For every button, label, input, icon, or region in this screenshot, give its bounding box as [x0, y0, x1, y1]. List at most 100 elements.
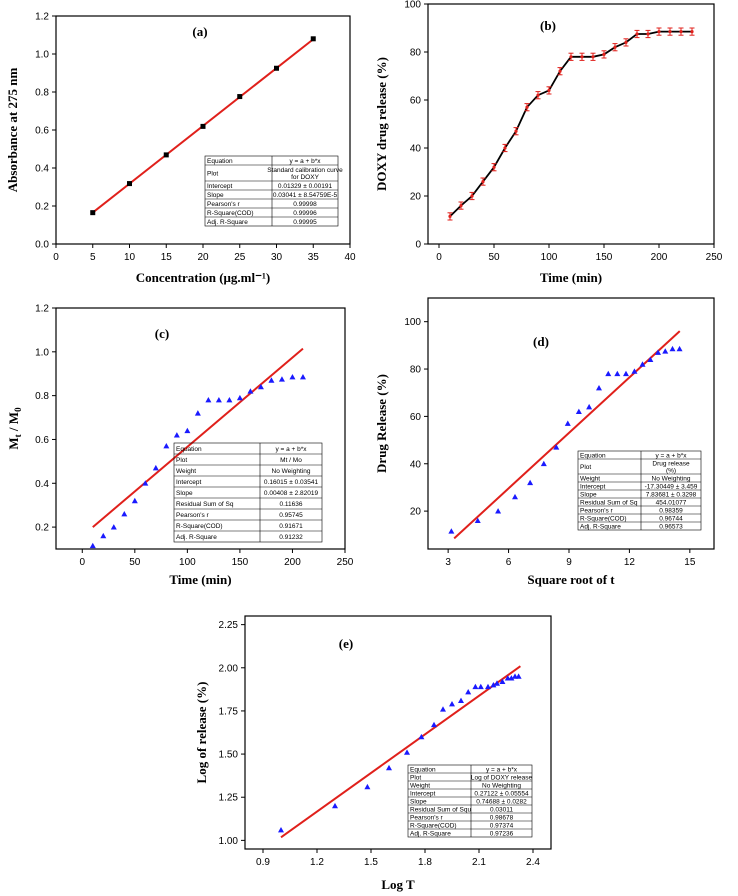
stats-value: 0.91232: [279, 534, 303, 541]
panel-label: (c): [155, 326, 169, 341]
y-axis-title: Mt / M0: [6, 407, 23, 450]
stats-value: Drug release (%): [652, 460, 690, 474]
stats-key: Slope: [176, 490, 193, 497]
x-tick-label: 0: [53, 252, 59, 263]
stats-value: y = a + b*x: [275, 446, 307, 453]
x-tick-label: 2.1: [472, 857, 486, 868]
fit-line: [453, 330, 681, 540]
chart-panel-b: 0 50 100 150 200 250 0 20 40 60 80 100 (b) Time (min)…: [374, 0, 723, 285]
data-point: [465, 688, 472, 695]
x-tick-label: 12: [624, 557, 636, 568]
plot-frame: [427, 3, 715, 245]
y-tick-label: 20: [410, 192, 422, 203]
stats-value: 0.96744: [659, 515, 683, 522]
data-point: [614, 370, 621, 377]
plot-frame: [244, 615, 552, 850]
data-point: [184, 427, 191, 434]
y-tick-label: 40: [410, 459, 422, 470]
data-point: [646, 32, 650, 36]
data-point: [669, 345, 676, 352]
data-point: [558, 69, 562, 73]
stats-key: Weight: [580, 475, 600, 482]
data-point: [247, 388, 254, 394]
data-point: [481, 180, 485, 184]
stats-value: Standard calibration curve for DOXY: [267, 167, 343, 181]
data-point: [173, 432, 180, 438]
x-tick-label: 10: [124, 252, 136, 263]
x-tick-label: 1.5: [364, 857, 378, 868]
data-point: [237, 94, 243, 100]
data-point: [299, 374, 306, 380]
x-tick-label: 30: [271, 252, 283, 263]
data-point: [448, 214, 452, 218]
data-point: [364, 783, 371, 790]
x-tick-label: 35: [308, 252, 320, 263]
data-point: [205, 397, 212, 403]
data-point: [332, 802, 338, 809]
data-point: [440, 706, 446, 712]
x-axis-title: Time (min): [169, 572, 231, 587]
y-tick-label: 0.2: [35, 202, 49, 213]
stats-value: 0.27122 ± 0.05554: [474, 790, 529, 797]
stats-key: Plot: [410, 774, 421, 781]
y-axis-title: Absorbance at 275 nm: [5, 68, 20, 193]
stats-value: No Weighting: [482, 782, 521, 789]
y-tick-label: 1.0: [35, 347, 49, 358]
y-tick-label: 0: [415, 240, 421, 251]
y-axis-title: Log of release (%): [194, 682, 209, 784]
x-axis-title: Square root of t: [527, 572, 615, 587]
y-tick-label: 2.00: [219, 663, 239, 674]
y-tick-label: 0.4: [35, 479, 49, 490]
x-tick-label: 25: [234, 252, 246, 263]
data-point: [547, 88, 551, 92]
stats-value: y = a + b*x: [289, 158, 321, 165]
stats-value: Mt / Mo: [280, 457, 302, 464]
y-tick-label: 80: [410, 48, 422, 59]
y-axis-title: Drug Release (%): [374, 374, 389, 473]
data-point: [503, 146, 507, 150]
stats-key: Plot: [176, 457, 187, 464]
x-tick-label: 20: [197, 252, 209, 263]
y-tick-label: 1.25: [219, 793, 239, 804]
data-point: [90, 210, 96, 216]
stats-value: 0.98359: [659, 507, 683, 514]
data-point: [492, 165, 496, 169]
x-tick-label: 15: [684, 557, 696, 568]
data-point: [110, 524, 117, 530]
data-point: [564, 420, 571, 426]
x-tick-label: 250: [337, 557, 354, 568]
data-point: [404, 749, 410, 755]
stats-table: Equation y = a + b*x Plot Log of DOXY relea…: [407, 764, 533, 838]
x-tick-label: 100: [179, 557, 196, 568]
data-point: [586, 403, 593, 410]
stats-value: 0.99995: [293, 219, 317, 226]
data-point: [490, 682, 497, 688]
stats-key: R-Square(COD): [207, 210, 254, 217]
data-point: [470, 194, 474, 198]
y-tick-label: 1.2: [35, 304, 49, 315]
data-point: [635, 32, 639, 36]
data-point: [657, 30, 661, 34]
x-axis-title: Time (min): [540, 270, 602, 285]
stats-key: Residual Sum of Squ: [410, 806, 471, 813]
data-point: [100, 532, 107, 539]
x-tick-label: 2.4: [526, 857, 540, 868]
data-point: [514, 129, 518, 133]
stats-table-frame: [577, 450, 702, 531]
panel-label: (b): [540, 18, 556, 33]
stats-key: Pearson's r: [207, 201, 241, 208]
data-point: [459, 204, 463, 208]
stats-value: 0.99998: [293, 201, 317, 208]
data-point: [278, 827, 284, 833]
stats-key: Weight: [410, 782, 430, 789]
stats-key: Intercept: [580, 483, 605, 490]
data-point: [278, 376, 285, 382]
y-tick-label: 1.0: [35, 50, 49, 61]
data-point: [152, 464, 159, 471]
stats-value: 0.96573: [659, 523, 683, 530]
stats-key: Slope: [207, 192, 224, 199]
y-tick-label: 100: [404, 317, 421, 328]
y-tick-label: 0.2: [35, 523, 49, 534]
data-point: [274, 65, 279, 71]
stats-key: Plot: [207, 170, 218, 177]
